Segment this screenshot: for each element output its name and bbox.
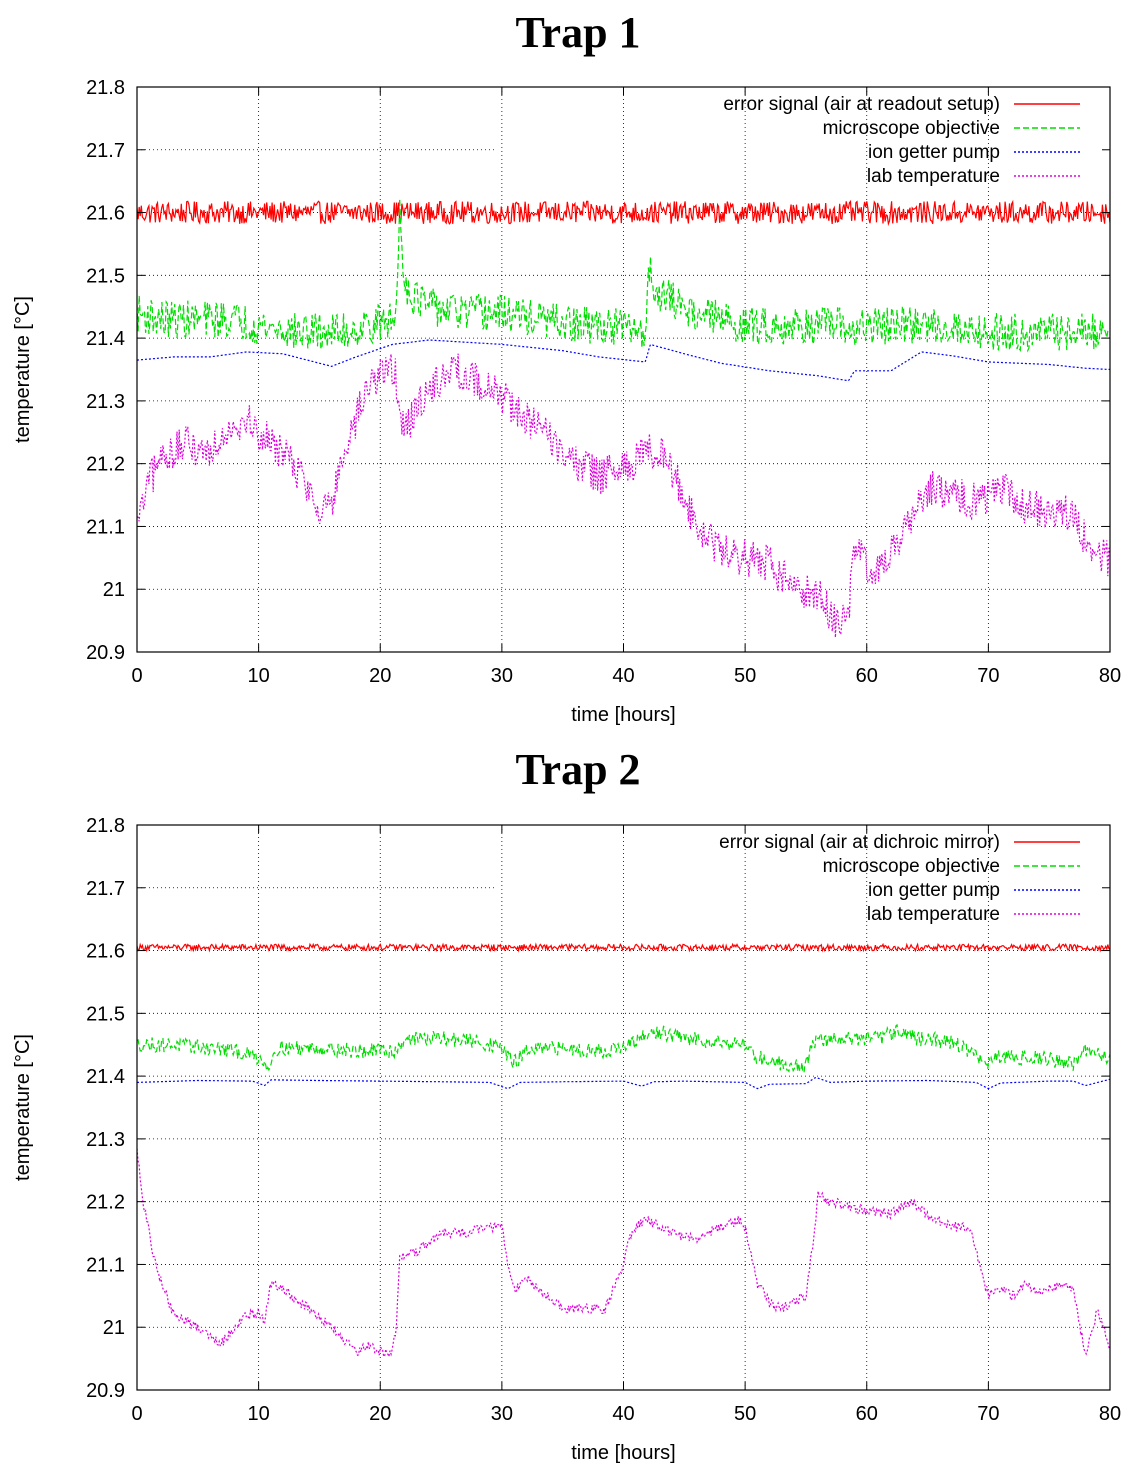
series-ion-getter-pump bbox=[137, 339, 1110, 382]
y-tick-label: 21.4 bbox=[86, 328, 125, 350]
chart-trap-2: Trap 2 0 10 20 30 40 50 60 70 80 20.9 21 21.1 21.2 21… bbox=[12, 745, 1121, 1463]
y-tick-label: 20.9 bbox=[86, 642, 125, 664]
x-tick-label: 50 bbox=[734, 1403, 756, 1425]
y-tick-label: 21.5 bbox=[86, 265, 125, 287]
chart-title: Trap 2 bbox=[515, 745, 640, 794]
chart-title: Trap 1 bbox=[515, 8, 640, 57]
x-tick-label: 60 bbox=[856, 665, 878, 687]
grid bbox=[137, 825, 1110, 1390]
y-tick-label: 21.3 bbox=[86, 391, 125, 413]
y-tick-label: 21 bbox=[103, 579, 125, 601]
series-microscope-objective bbox=[137, 1023, 1110, 1074]
x-axis-label: time [hours] bbox=[571, 704, 675, 726]
x-tick-label: 80 bbox=[1099, 1403, 1121, 1425]
x-tick-label: 20 bbox=[369, 665, 391, 687]
x-tick-label: 0 bbox=[131, 665, 142, 687]
y-tick-label: 21.2 bbox=[86, 1192, 125, 1214]
legend-label: microscope objective bbox=[823, 118, 1000, 139]
legend: error signal (air at dichroic mirror) mic… bbox=[719, 832, 1080, 925]
x-tick-label: 40 bbox=[612, 665, 634, 687]
legend-label: lab temperature bbox=[867, 166, 1000, 187]
y-tick-label: 21.5 bbox=[86, 1003, 125, 1025]
x-tick-label: 20 bbox=[369, 1403, 391, 1425]
x-tick-label: 30 bbox=[491, 665, 513, 687]
x-tick-label: 0 bbox=[131, 1403, 142, 1425]
legend: error signal (air at readout setup) micro… bbox=[723, 94, 1080, 187]
x-tick-label: 30 bbox=[491, 1403, 513, 1425]
series-error-signal-air-at-dichroic-mirror bbox=[137, 942, 1110, 953]
y-tick-label: 21.2 bbox=[86, 454, 125, 476]
axis-ticks: 0 10 20 30 40 50 60 70 80 20.9 21 21.1 21.2 21.3 21.4 2… bbox=[86, 815, 1121, 1425]
legend-label: microscope objective bbox=[823, 856, 1000, 877]
chart-trap-1: Trap 1 0 10 20 30 40 50 60 70 80 20.9 21 21.1 21.2 21… bbox=[12, 8, 1121, 726]
series-microscope-objective bbox=[137, 198, 1110, 353]
y-axis-label: temperature [°C] bbox=[12, 1034, 34, 1181]
series-ion-getter-pump bbox=[137, 1076, 1110, 1090]
y-tick-label: 21.8 bbox=[86, 77, 125, 99]
legend-label: ion getter pump bbox=[868, 880, 1000, 901]
x-tick-label: 40 bbox=[612, 1403, 634, 1425]
y-axis-label: temperature [°C] bbox=[12, 296, 34, 443]
x-tick-label: 80 bbox=[1099, 665, 1121, 687]
series-group bbox=[137, 198, 1110, 638]
x-tick-label: 70 bbox=[977, 1403, 999, 1425]
x-axis-label: time [hours] bbox=[571, 1442, 675, 1463]
y-tick-label: 21.4 bbox=[86, 1066, 125, 1088]
series-lab-temperature bbox=[137, 1148, 1110, 1359]
y-tick-label: 21.7 bbox=[86, 140, 125, 162]
legend-label: ion getter pump bbox=[868, 142, 1000, 163]
series-group bbox=[137, 942, 1110, 1359]
x-tick-label: 70 bbox=[977, 665, 999, 687]
x-tick-label: 10 bbox=[248, 1403, 270, 1425]
grid bbox=[137, 87, 1110, 652]
x-tick-label: 50 bbox=[734, 665, 756, 687]
legend-label: lab temperature bbox=[867, 904, 1000, 925]
legend-label: error signal (air at dichroic mirror) bbox=[719, 832, 1000, 853]
y-tick-label: 20.9 bbox=[86, 1380, 125, 1402]
x-tick-label: 60 bbox=[856, 1403, 878, 1425]
legend-label: error signal (air at readout setup) bbox=[723, 94, 1000, 115]
axis-ticks: 0 10 20 30 40 50 60 70 80 20.9 21 21.1 21.2 21.3 21.4 2… bbox=[86, 77, 1121, 687]
y-tick-label: 21.6 bbox=[86, 203, 125, 225]
series-error-signal-air-at-readout-setup bbox=[137, 199, 1110, 227]
y-tick-label: 21.1 bbox=[86, 516, 125, 538]
x-tick-label: 10 bbox=[248, 665, 270, 687]
y-tick-label: 21.3 bbox=[86, 1129, 125, 1151]
y-tick-label: 21.6 bbox=[86, 941, 125, 963]
y-tick-label: 21.7 bbox=[86, 878, 125, 900]
y-tick-label: 21 bbox=[103, 1317, 125, 1339]
y-tick-label: 21.8 bbox=[86, 815, 125, 837]
y-tick-label: 21.1 bbox=[86, 1254, 125, 1276]
